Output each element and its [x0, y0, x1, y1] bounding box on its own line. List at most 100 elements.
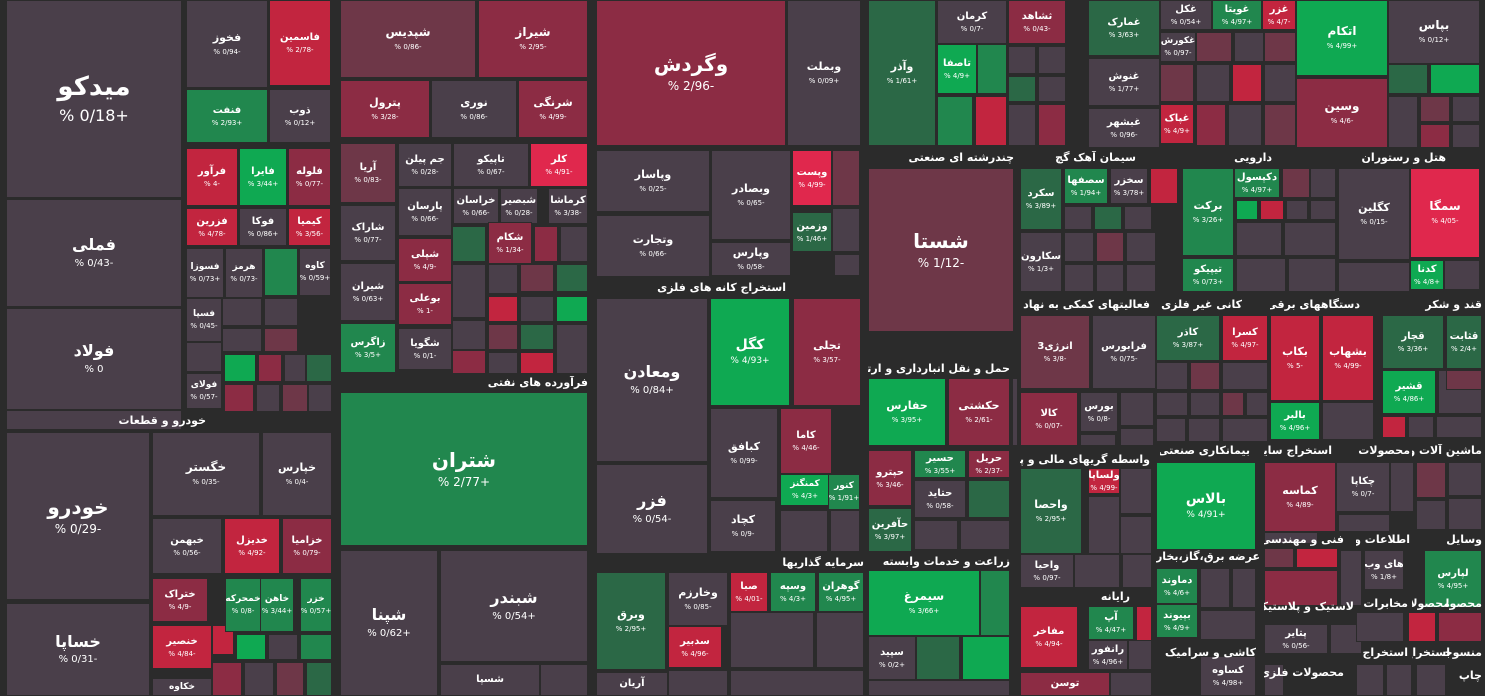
stock-tile[interactable]: شپدیس -0/86 % — [340, 0, 476, 78]
stock-tile-unlabeled[interactable] — [1452, 96, 1480, 122]
stock-tile[interactable]: حآفرین +3/97 % — [868, 508, 912, 552]
stock-tile[interactable]: کاما -4/46 % — [780, 408, 832, 474]
stock-tile[interactable]: خراسان -0/66 % — [453, 188, 499, 224]
stock-tile[interactable]: وسپه +4/3 % — [770, 572, 816, 612]
stock-tile[interactable]: وبملت +0/09 % — [787, 0, 861, 146]
stock-tile[interactable]: شبندر +0/54 % — [440, 550, 588, 662]
stock-tile[interactable]: ولساپا -4/99 % — [1088, 468, 1120, 494]
stock-tile-unlabeled[interactable] — [1038, 46, 1066, 74]
stock-tile-unlabeled[interactable] — [1448, 498, 1482, 530]
stock-tile[interactable]: کبافق -0/99 % — [710, 408, 778, 498]
stock-tile[interactable]: قشیر +4/86 % — [1382, 370, 1436, 414]
stock-tile[interactable]: وسین -4/6 % — [1296, 78, 1388, 148]
stock-tile[interactable]: هرمز -0/73 % — [225, 248, 263, 298]
stock-tile-unlabeled[interactable] — [1008, 104, 1036, 146]
stock-tile[interactable]: فنفت +2/93 % — [186, 89, 268, 143]
stock-tile-unlabeled[interactable] — [1288, 258, 1336, 292]
stock-tile[interactable]: شپلی -4/9 % — [398, 238, 452, 282]
stock-tile[interactable]: کماسه -4/89 % — [1264, 462, 1336, 532]
stock-tile-unlabeled[interactable] — [868, 680, 1010, 696]
stock-tile[interactable]: وپست -4/99 % — [792, 150, 832, 206]
stock-tile-unlabeled[interactable] — [1088, 496, 1120, 554]
stock-tile-unlabeled[interactable] — [1448, 462, 1482, 496]
stock-tile-unlabeled[interactable] — [1438, 612, 1482, 642]
stock-tile[interactable]: وپارس -0/58 % — [711, 242, 791, 276]
stock-tile[interactable]: فرآور -4 % — [186, 148, 238, 206]
stock-tile[interactable]: حتاید -0/58 % — [914, 480, 966, 518]
stock-tile[interactable]: مفاخر -4/94 % — [1020, 606, 1078, 668]
stock-tile[interactable]: بپاس +0/12 % — [1388, 0, 1480, 64]
stock-tile-unlabeled[interactable] — [1388, 64, 1428, 94]
stock-tile-unlabeled[interactable] — [1338, 262, 1410, 292]
stock-tile-unlabeled[interactable] — [1200, 610, 1256, 640]
stock-tile[interactable]: سدبیر -4/96 % — [668, 626, 722, 668]
stock-tile[interactable]: خنصیر -4/84 % — [152, 625, 212, 669]
stock-tile-unlabeled[interactable] — [668, 670, 728, 696]
stock-tile-unlabeled[interactable] — [1008, 46, 1036, 74]
stock-tile[interactable]: کمنگنز +4/3 % — [780, 474, 830, 506]
stock-tile-unlabeled[interactable] — [1120, 392, 1154, 426]
stock-tile-unlabeled[interactable] — [1074, 554, 1120, 588]
stock-tile-unlabeled[interactable] — [1386, 664, 1412, 696]
stock-tile[interactable]: فولای -0/57 % — [186, 373, 222, 409]
stock-tile[interactable]: وخارزم -0/85 % — [668, 572, 728, 626]
stock-tile-unlabeled[interactable] — [1008, 76, 1036, 102]
stock-tile-unlabeled[interactable] — [258, 354, 282, 382]
stock-tile-unlabeled[interactable] — [1264, 570, 1338, 606]
stock-tile-unlabeled[interactable] — [1436, 416, 1482, 438]
stock-tile[interactable]: گوهران +4/95 % — [818, 572, 864, 612]
stock-tile[interactable]: قچار +3/36 % — [1382, 315, 1444, 369]
stock-tile[interactable]: زاگرس +3/5 % — [340, 323, 396, 373]
stock-tile[interactable]: واحصا +2/95 % — [1020, 468, 1082, 554]
stock-tile[interactable]: دماوند +4/6 % — [1156, 568, 1198, 604]
stock-tile[interactable]: فخوز -0/94 % — [186, 0, 268, 88]
stock-tile[interactable]: خگستر -0/35 % — [152, 432, 260, 516]
stock-tile-unlabeled[interactable] — [236, 634, 266, 660]
stock-tile[interactable]: کیمیا -3/56 % — [288, 208, 331, 246]
stock-tile-unlabeled[interactable] — [1236, 200, 1258, 220]
stock-tile[interactable]: وبرق +2/95 % — [596, 572, 666, 670]
stock-tile[interactable]: شپنا +0/62 % — [340, 550, 438, 696]
stock-tile-unlabeled[interactable] — [937, 96, 973, 146]
stock-tile[interactable]: خبهمن -0/56 % — [152, 518, 222, 574]
stock-tile[interactable]: تاپیکو -0/67 % — [453, 143, 529, 187]
stock-tile-unlabeled[interactable] — [1094, 206, 1122, 230]
stock-tile-unlabeled[interactable] — [1196, 104, 1226, 146]
stock-tile-unlabeled[interactable] — [1200, 568, 1230, 608]
stock-tile-unlabeled[interactable] — [276, 662, 304, 696]
stock-tile-unlabeled[interactable] — [1388, 96, 1418, 148]
stock-tile-unlabeled[interactable] — [1064, 264, 1094, 292]
stock-tile[interactable]: ختراک -4/9 % — [152, 578, 208, 622]
stock-tile[interactable]: نوری -0/86 % — [431, 80, 517, 138]
stock-tile-unlabeled[interactable] — [1420, 96, 1450, 122]
stock-tile[interactable]: غنوش +1/77 % — [1088, 58, 1160, 106]
stock-tile-unlabeled[interactable] — [452, 320, 486, 350]
stock-tile-unlabeled[interactable] — [264, 328, 298, 352]
stock-tile[interactable]: بورس -0/8 % — [1080, 392, 1118, 432]
stock-tile-unlabeled[interactable] — [1382, 416, 1406, 438]
stock-tile[interactable]: شستا -1/12 % — [868, 168, 1014, 332]
stock-tile[interactable]: کلر -4/91 % — [530, 143, 588, 187]
stock-tile-unlabeled[interactable] — [1126, 264, 1156, 292]
stock-tile[interactable]: غزر -4/7 % — [1262, 0, 1296, 30]
stock-tile-unlabeled[interactable] — [1120, 468, 1152, 514]
stock-tile[interactable]: خکاوه — [152, 678, 212, 696]
stock-tile-unlabeled[interactable] — [1296, 548, 1338, 568]
stock-tile-unlabeled[interactable] — [1222, 392, 1244, 416]
stock-tile[interactable]: واحیا -0/97 % — [1020, 554, 1074, 588]
stock-tile[interactable]: فسوزا +0/73 % — [186, 248, 224, 298]
stock-tile-unlabeled[interactable] — [224, 384, 254, 412]
stock-tile-unlabeled[interactable] — [284, 354, 306, 382]
stock-tile-unlabeled[interactable] — [730, 612, 814, 668]
stock-tile[interactable]: کگلین -0/15 % — [1338, 168, 1410, 260]
stock-tile[interactable]: بالاس +4/91 % — [1156, 462, 1256, 550]
stock-tile[interactable]: ثشاهد -0/43 % — [1008, 0, 1066, 44]
stock-tile-unlabeled[interactable] — [834, 254, 860, 276]
stock-tile[interactable]: جم پیلن -0/28 % — [398, 143, 452, 187]
stock-tile[interactable]: شبصیر -0/28 % — [500, 188, 538, 224]
stock-tile[interactable]: کرماشا -3/38 % — [548, 188, 588, 224]
stock-tile[interactable]: وگردش -2/96 % — [596, 0, 786, 146]
stock-tile[interactable]: خاهن +3/44 % — [260, 578, 294, 632]
stock-tile-unlabeled[interactable] — [222, 298, 262, 326]
stock-tile-unlabeled[interactable] — [816, 612, 864, 668]
